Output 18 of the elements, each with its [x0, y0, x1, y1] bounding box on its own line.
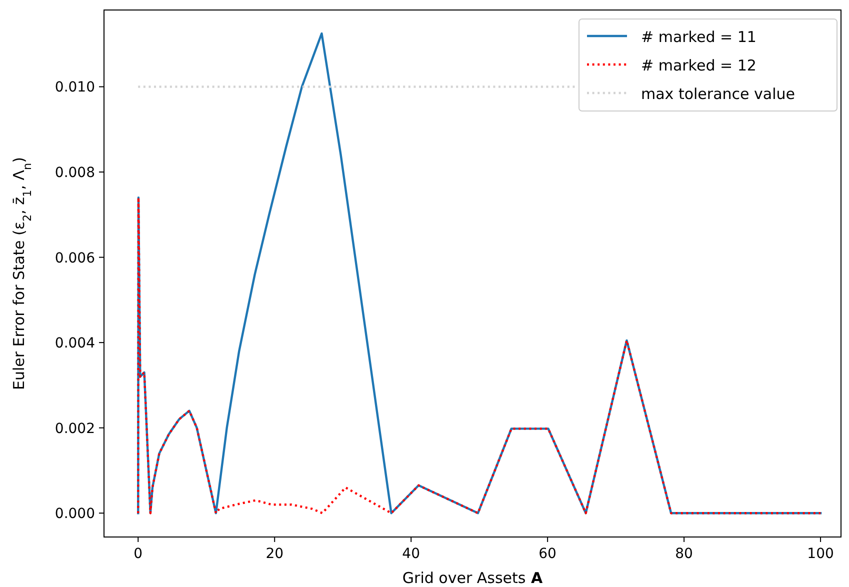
x-axis-title: Grid over Assets A [402, 569, 543, 587]
x-tick-label: 80 [675, 546, 693, 562]
x-tick-label: 0 [134, 546, 143, 562]
line-series [137, 32, 822, 514]
legend-label: # marked = 11 [641, 28, 756, 46]
x-tick-label: 60 [538, 546, 556, 562]
x-tick-label: 40 [402, 546, 420, 562]
y-tick-label: 0.006 [54, 250, 96, 266]
line-series [137, 196, 822, 514]
y-tick-label: 0.000 [54, 506, 95, 522]
y-tick-label: 0.008 [54, 165, 95, 182]
y-tick-label: 0.004 [54, 336, 96, 352]
legend-label: # marked = 12 [641, 56, 756, 74]
x-tick-label: 100 [807, 546, 834, 562]
x-tick-label: 20 [266, 546, 284, 562]
y-tick-label: 0.010 [54, 80, 95, 96]
y-tick-label: 0.002 [54, 420, 95, 437]
legend-label: max tolerance value [641, 85, 795, 103]
